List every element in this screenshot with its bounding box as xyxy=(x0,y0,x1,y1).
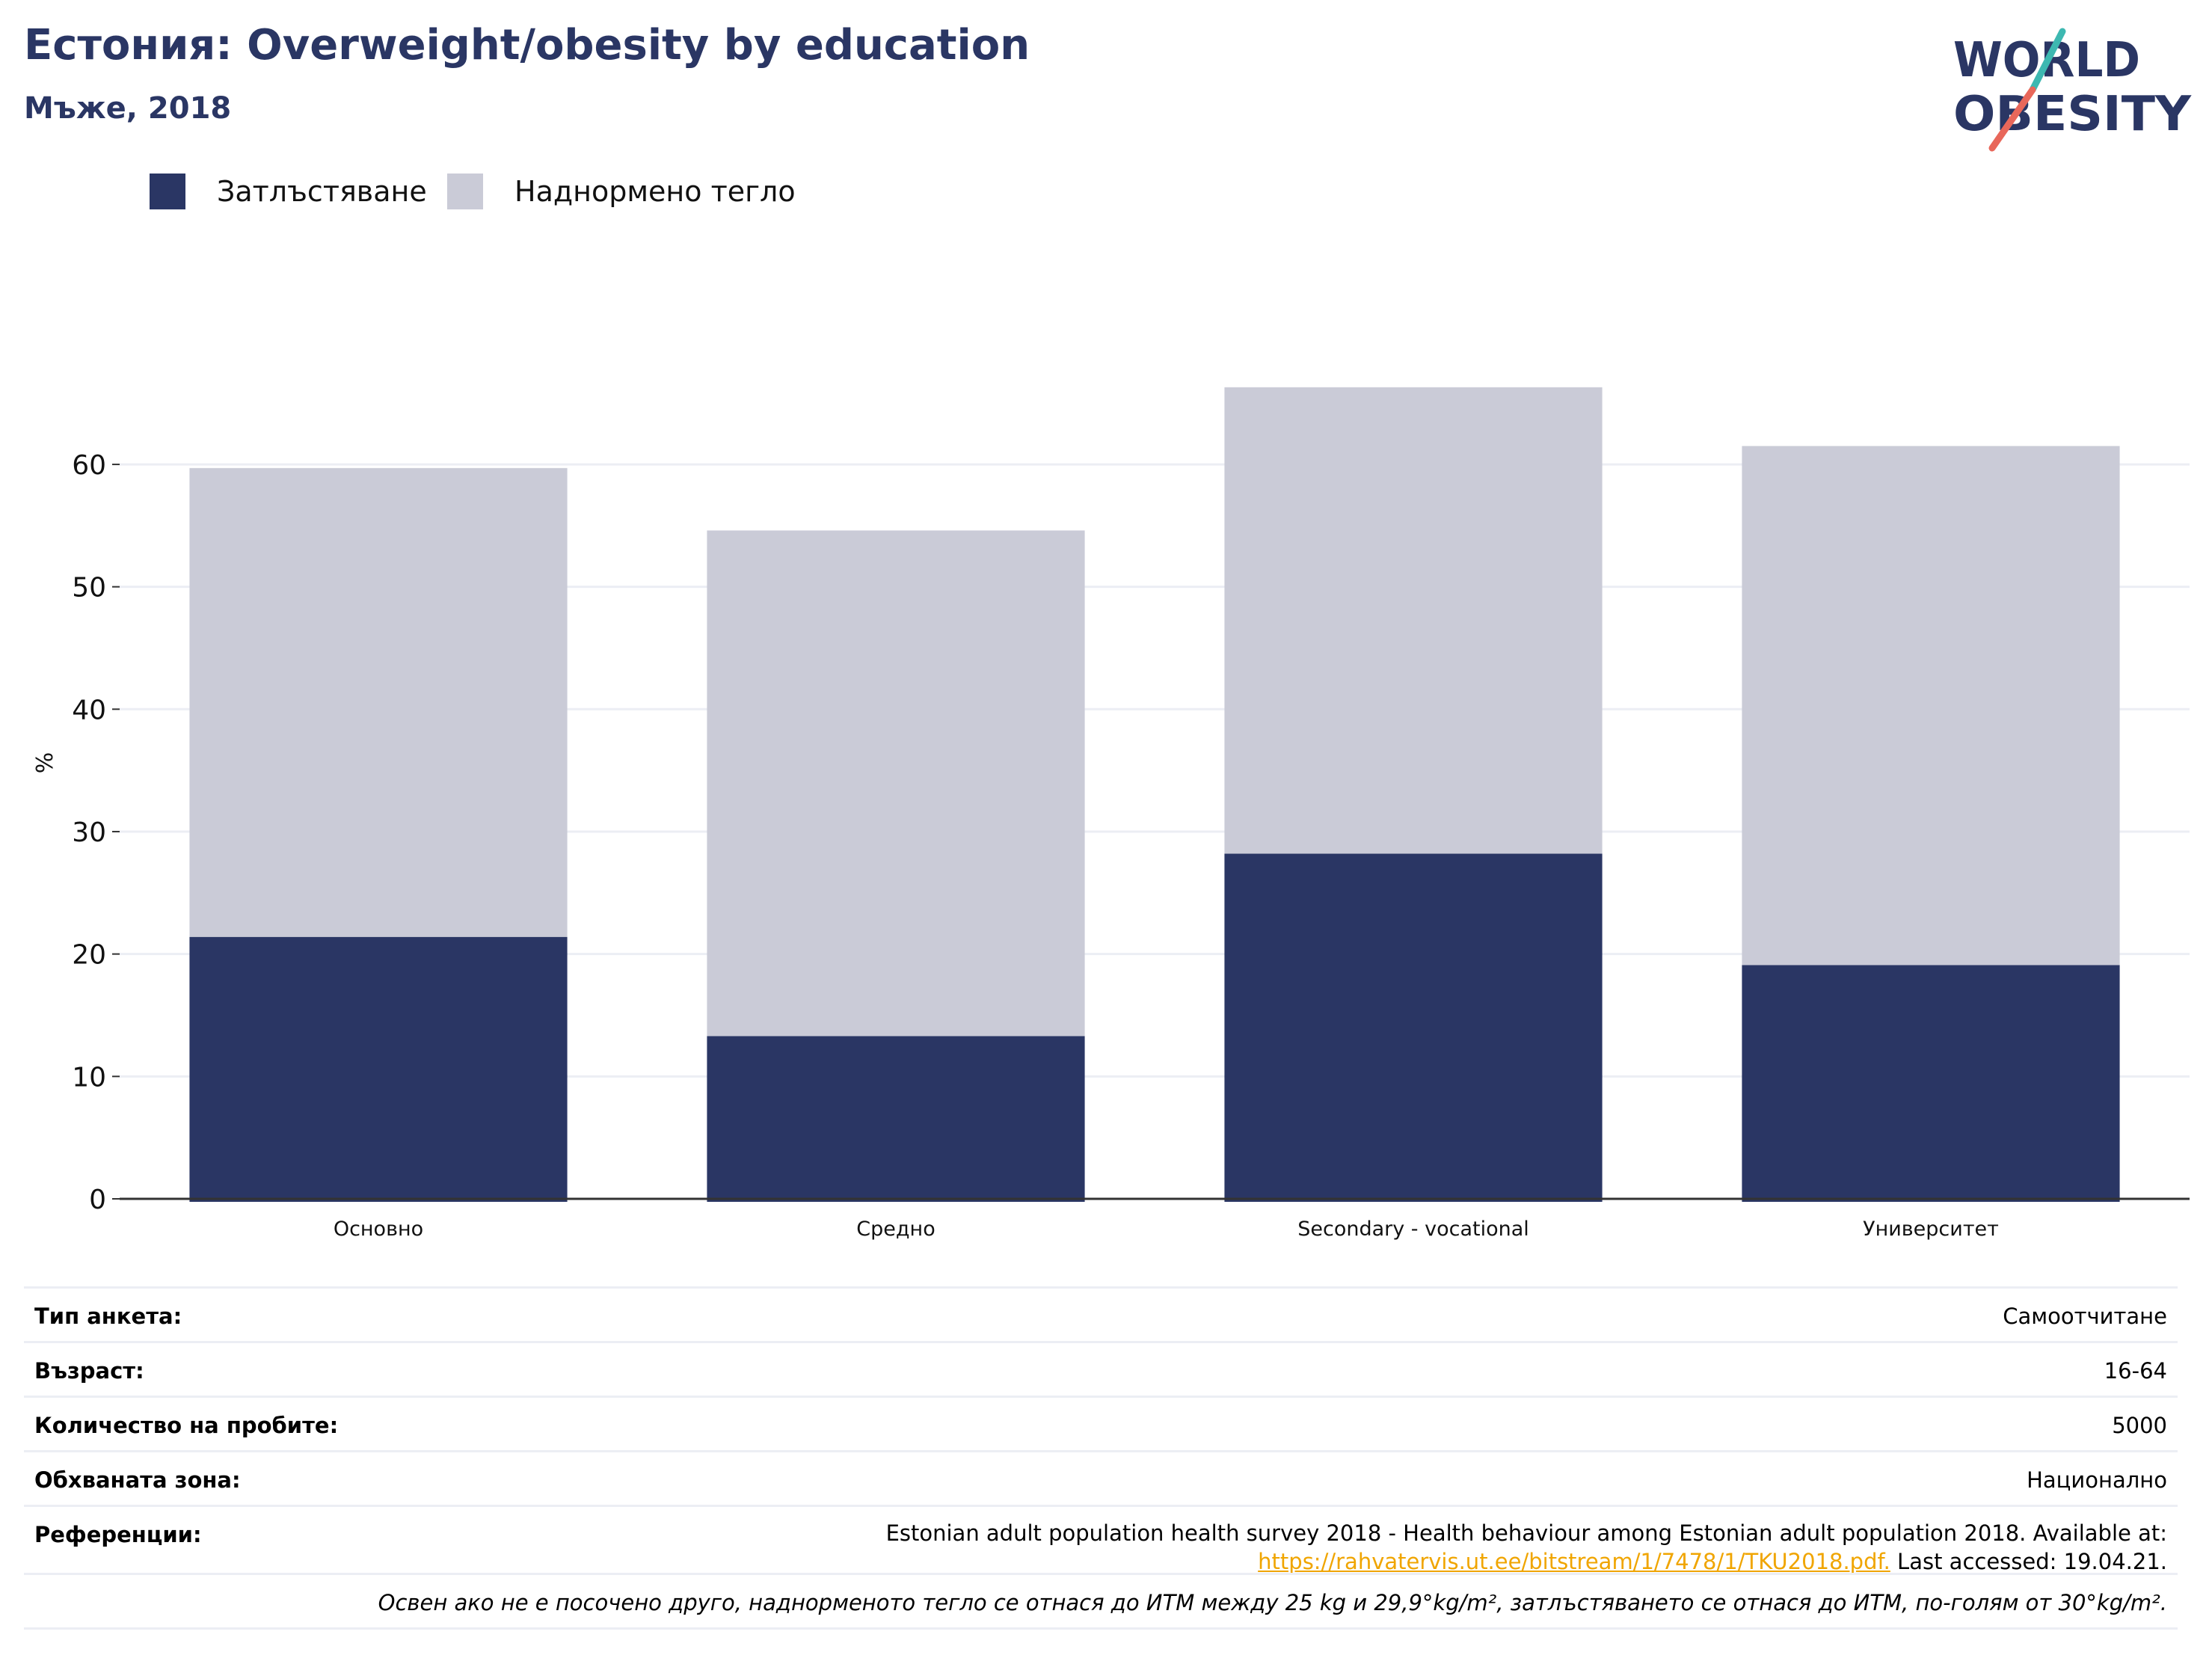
info-row-note: Освен ако не е посочено друго, наднормен… xyxy=(24,1573,2178,1630)
y-tick-label: 40 xyxy=(72,695,106,725)
bar-obesity xyxy=(189,936,568,1202)
bar-overweight xyxy=(707,530,1085,1037)
definition-note: Освен ако не е посочено друго, наднормен… xyxy=(378,1590,2167,1615)
survey-type-value: Самоотчитане xyxy=(2003,1304,2167,1329)
survey-type-label: Тип анкета: xyxy=(34,1304,182,1329)
y-tick-label: 50 xyxy=(72,573,106,604)
sample-size-label: Количество на пробите: xyxy=(34,1413,339,1438)
y-tick-label: 20 xyxy=(72,940,106,971)
references-label: Референции: xyxy=(34,1522,202,1547)
x-tick-label: Secondary - vocational xyxy=(1297,1218,1529,1241)
stacked-bar-chart: 0 10 20 30 40 50 60% Основно Средно Secondary - v… xyxy=(32,387,2190,1241)
y-tick-label: 60 xyxy=(72,450,106,481)
bar-overweight xyxy=(189,467,568,937)
y-tick-label: 0 xyxy=(89,1185,106,1215)
bar-overweight xyxy=(1224,387,1603,854)
legend-label-obesity: Затлъстяване xyxy=(217,175,427,208)
bar-obesity xyxy=(707,1036,1085,1202)
info-row-survey-type: Тип анкета: Самоотчитане xyxy=(24,1286,2178,1341)
survey-info-table: Тип анкета: Самоотчитане Възраст: 16-64 … xyxy=(24,1286,2178,1630)
sample-size-value: 5000 xyxy=(2112,1413,2167,1438)
legend-swatch-overweight xyxy=(447,174,483,209)
chart-subtitle: Мъже, 2018 xyxy=(24,91,232,126)
bar-overweight xyxy=(1742,446,2120,966)
logo-slash-teal xyxy=(2029,28,2066,93)
logo-slash-coral xyxy=(1988,86,2036,152)
bar-obesity xyxy=(1742,965,2120,1202)
references-accessed: Last accessed: 19.04.21. xyxy=(1897,1549,2167,1574)
info-row-sample-size: Количество на пробите: 5000 xyxy=(24,1396,2178,1450)
chart-title: Естония: Overweight/obesity by education xyxy=(24,21,1030,70)
x-tick-label: Средно xyxy=(856,1218,935,1241)
info-row-references: Референции: Estonian adult population he… xyxy=(24,1505,2178,1574)
legend-swatch-obesity xyxy=(150,174,185,209)
area-value: Национално xyxy=(2027,1467,2167,1493)
y-tick-label: 30 xyxy=(72,817,106,848)
info-row-area: Обхваната зона: Национално xyxy=(24,1450,2178,1505)
info-row-age: Възраст: 16-64 xyxy=(24,1341,2178,1396)
x-tick-label: Основно xyxy=(334,1218,423,1241)
references-text: Estonian adult population health survey … xyxy=(885,1520,2167,1546)
area-label: Обхваната зона: xyxy=(34,1467,241,1493)
y-axis-label: % xyxy=(32,752,58,774)
logo-word-obesity: OBESITY xyxy=(1953,87,2192,142)
bar-obesity xyxy=(1224,853,1603,1202)
x-tick-label: Университет xyxy=(1863,1218,1999,1241)
age-label: Възраст: xyxy=(34,1358,144,1384)
references-link-line: https://rahvatervis.ut.ee/bitstream/1/74… xyxy=(1258,1549,2167,1574)
references-link[interactable]: https://rahvatervis.ut.ee/bitstream/1/74… xyxy=(1258,1549,1890,1574)
world-obesity-logo: WORLD OBESITY xyxy=(1953,28,2192,152)
y-tick-label: 10 xyxy=(72,1062,106,1093)
legend-label-overweight: Наднормено тегло xyxy=(514,175,796,208)
age-value: 16-64 xyxy=(2104,1358,2167,1384)
